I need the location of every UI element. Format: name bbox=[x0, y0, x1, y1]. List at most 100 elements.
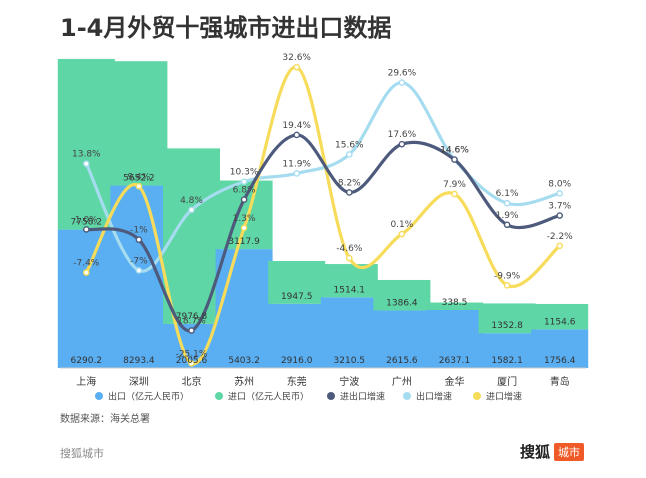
legend-label: 进口（亿元人民币） bbox=[228, 391, 309, 403]
import-growth-label: 9.4% bbox=[127, 172, 150, 182]
export-value-label: 2916.0 bbox=[281, 356, 313, 366]
brand-logo-box: 城市 bbox=[554, 442, 585, 461]
import-bar bbox=[57, 58, 115, 230]
import-bar bbox=[110, 61, 168, 186]
import-growth-point bbox=[240, 224, 248, 232]
import-growth-point bbox=[345, 254, 353, 262]
import-value-label: 1514.1 bbox=[334, 285, 366, 295]
import-value-label: 1386.4 bbox=[386, 298, 418, 308]
total-growth-line bbox=[84, 133, 562, 333]
total-growth-label: 8.2% bbox=[338, 178, 361, 188]
import-value-label: 5652.2 bbox=[123, 174, 155, 184]
export-growth-label: 6.1% bbox=[496, 189, 519, 199]
import-bar bbox=[215, 180, 273, 250]
total-growth-point bbox=[135, 236, 143, 243]
export-value-label: 3210.5 bbox=[334, 356, 366, 366]
category-tick-label: 深圳 bbox=[129, 376, 149, 388]
legend-label: 出口增速 bbox=[416, 391, 452, 403]
export-growth-point bbox=[398, 79, 406, 86]
total-growth-label: 17.6% bbox=[388, 130, 417, 140]
export-growth-point bbox=[293, 170, 301, 177]
total-growth-point bbox=[345, 189, 353, 196]
export-growth-label: -7% bbox=[130, 256, 148, 266]
category-tick-label: 宁波 bbox=[339, 375, 359, 388]
total-growth-label: 14.6% bbox=[440, 146, 469, 156]
import-value-label: 338.5 bbox=[442, 298, 468, 308]
category-tick-label: 苏州 bbox=[234, 375, 254, 388]
import-value-label: 1947.5 bbox=[281, 292, 313, 302]
category-tick-label: 厦门 bbox=[497, 375, 517, 388]
import-growth-point bbox=[398, 230, 406, 238]
import-bar bbox=[531, 303, 589, 330]
export-value-label: 2615.6 bbox=[386, 356, 418, 366]
export-bar bbox=[215, 249, 273, 368]
brand-watermark-left: 搜狐城市 bbox=[60, 447, 104, 460]
import-bar bbox=[426, 302, 483, 310]
import-growth-point bbox=[556, 242, 564, 250]
export-value-label: 1582.1 bbox=[491, 356, 523, 366]
export-growth-label: 15.6% bbox=[335, 140, 364, 150]
brand-logo-right: 搜狐 城市 bbox=[520, 441, 585, 462]
chart-title: 1-4月外贸十强城市进出口数据 bbox=[60, 14, 392, 42]
import-bar bbox=[373, 279, 431, 311]
import-growth-label: -9.9% bbox=[494, 271, 521, 281]
import-growth-label: -7.4% bbox=[73, 259, 100, 269]
total-growth-label: -1% bbox=[130, 226, 148, 236]
total-growth-label: 6.8% bbox=[233, 186, 256, 196]
export-growth-label: 8.0% bbox=[548, 179, 571, 189]
export-growth-point bbox=[135, 267, 143, 274]
export-growth-label: 11.9% bbox=[282, 159, 311, 169]
category-tick-label: 广州 bbox=[392, 376, 412, 388]
export-growth-point bbox=[556, 190, 564, 197]
total-growth-point bbox=[556, 212, 564, 219]
export-bar bbox=[268, 303, 326, 368]
import-growth-point bbox=[293, 63, 301, 71]
export-value-label: 8293.4 bbox=[123, 356, 155, 366]
import-growth-label: 32.6% bbox=[282, 53, 311, 63]
legend-marker bbox=[327, 392, 335, 400]
export-growth-label: 14.6% bbox=[440, 146, 469, 156]
export-growth-label: 10.3% bbox=[230, 168, 259, 178]
legend-marker bbox=[473, 392, 481, 400]
import-bar bbox=[268, 261, 326, 304]
export-growth-label: 13.8% bbox=[72, 150, 101, 160]
export-bar bbox=[478, 333, 536, 368]
import-growth-label: -4.6% bbox=[336, 244, 363, 254]
brand-logo-main: 搜狐 bbox=[520, 443, 551, 461]
export-bar bbox=[57, 229, 115, 368]
import-value-label: 7758.2 bbox=[71, 218, 103, 228]
category-tick-label: 北京 bbox=[182, 375, 202, 388]
import-value-label: 7976.8 bbox=[176, 312, 208, 322]
export-growth-point bbox=[503, 199, 511, 207]
import-growth-point bbox=[451, 190, 458, 198]
export-value-label: 2637.1 bbox=[439, 356, 471, 366]
export-growth-point bbox=[188, 206, 195, 214]
total-growth-label: 3.7% bbox=[548, 202, 571, 212]
export-growth-label: 29.6% bbox=[388, 69, 417, 79]
import-bar bbox=[320, 264, 378, 298]
export-growth-point bbox=[240, 178, 248, 185]
legend-label: 进口增速 bbox=[486, 391, 522, 403]
import-growth-point bbox=[503, 282, 511, 289]
export-bar bbox=[426, 309, 483, 368]
total-growth-label: 1.0% bbox=[75, 215, 98, 225]
total-growth-label: 1.9% bbox=[496, 211, 519, 221]
export-growth-point bbox=[83, 160, 90, 167]
source-note: 数据来源：海关总署 bbox=[60, 414, 150, 425]
import-value-label: 1154.6 bbox=[544, 317, 576, 327]
legend-label: 进出口增速 bbox=[340, 391, 385, 403]
export-bar bbox=[320, 297, 378, 368]
import-growth-point bbox=[135, 182, 143, 190]
category-tick-label: 金华 bbox=[445, 375, 465, 388]
category-tick-label: 上海 bbox=[76, 375, 96, 388]
total-growth-point bbox=[398, 140, 406, 148]
import-growth-label: 1.3% bbox=[233, 214, 256, 224]
legend-label: 出口（亿元人民币） bbox=[108, 391, 189, 403]
export-value-label: 2005.6 bbox=[176, 356, 208, 366]
export-growth-label: 4.8% bbox=[180, 196, 203, 206]
total-growth-point bbox=[503, 221, 511, 229]
import-growth-label: 0.1% bbox=[390, 220, 413, 230]
legend-marker bbox=[215, 392, 223, 400]
export-value-label: 5403.2 bbox=[228, 356, 260, 366]
